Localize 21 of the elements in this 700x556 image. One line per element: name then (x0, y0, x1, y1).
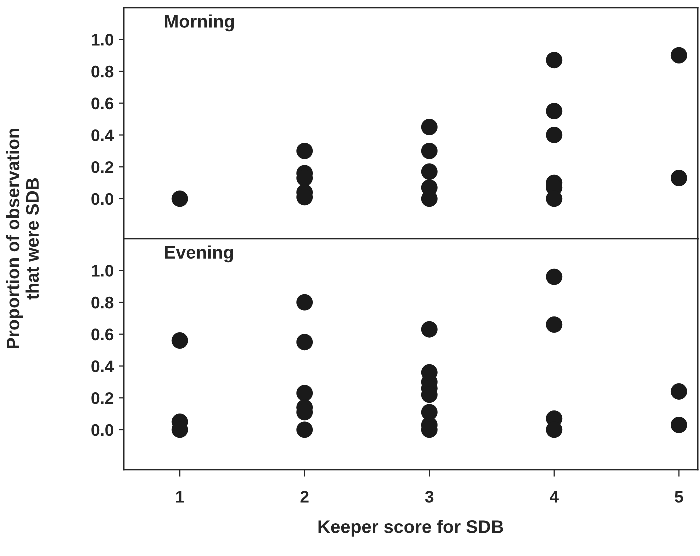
x-tick-label: 3 (425, 491, 434, 503)
x-tick-label: 1 (176, 491, 184, 503)
y-tick-label: 1.0 (92, 34, 114, 46)
y-tick-label: 0.0 (92, 424, 114, 436)
y-tick-label: 0.0 (92, 193, 114, 206)
y-tick-label: 1.0 (92, 265, 114, 277)
x-tick-label: 5 (675, 491, 684, 503)
y-tick-label: 0.2 (92, 162, 114, 174)
y-tick-label: 0.8 (92, 66, 114, 78)
y-tick-label: 0.4 (92, 130, 114, 142)
x-tick-label: 4 (550, 491, 559, 503)
y-tick-label: 0.4 (92, 360, 114, 372)
y-tick-label: 0.6 (92, 98, 114, 110)
chart-title: Morning (165, 14, 234, 32)
chart-title: Evening (165, 246, 234, 263)
x-axis-title: Keeper score for SDB (318, 520, 504, 537)
y-axis-title: Proportion of observation that were SDB (6, 129, 40, 348)
y-tick-label: 0.6 (92, 328, 114, 341)
x-tick-label: 2 (300, 491, 309, 503)
y-tick-label: 0.2 (92, 392, 114, 404)
y-tick-label: 0.8 (92, 296, 114, 309)
